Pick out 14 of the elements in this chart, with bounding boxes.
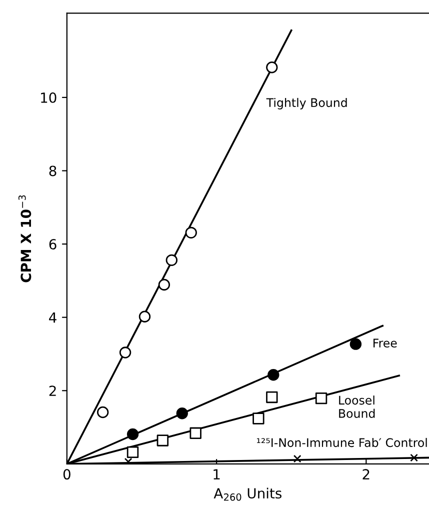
text: Tightly Bound: [266, 98, 347, 110]
y-tick-label: 10: [41, 92, 56, 103]
x-tick-label: 1: [214, 469, 220, 480]
x-tick-label: 0: [63, 469, 70, 480]
series-label: Free: [374, 338, 397, 348]
series-label: ¹²⁵I-Non-Immune Fab′ Control: [256, 438, 427, 448]
y-tick-label: 4: [49, 312, 56, 323]
x-axis-title: A$_{260}$ Units: [214, 488, 282, 501]
y-tick-label: 8: [49, 166, 56, 176]
x-tick-label: 2: [362, 469, 370, 480]
y-tick-label: 6: [49, 239, 56, 250]
y-axis-title: CPM X 10$^{−3}$: [18, 195, 32, 282]
series-label: Loosel Bound: [339, 396, 375, 418]
y-tick-label: 2: [49, 386, 56, 396]
